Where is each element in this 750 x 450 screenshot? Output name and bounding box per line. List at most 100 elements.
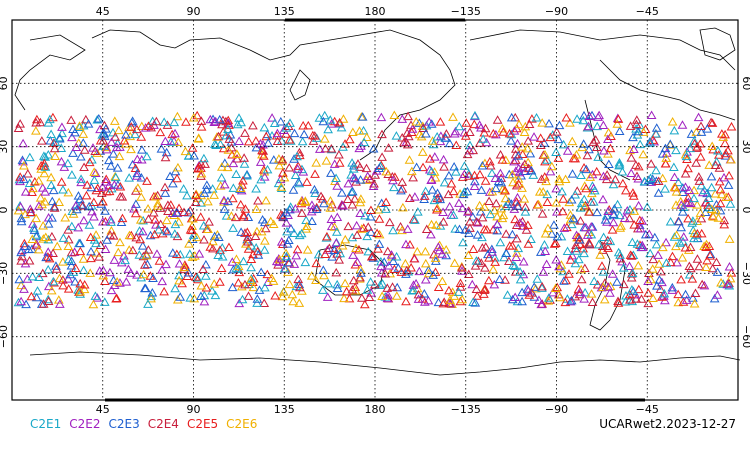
lat-tick-label: −60 — [0, 325, 10, 348]
observation-triangle — [461, 118, 472, 127]
observation-triangle — [199, 188, 210, 197]
observation-triangle — [496, 203, 507, 213]
observation-triangle — [172, 231, 183, 241]
observation-triangle — [31, 118, 41, 127]
observation-triangle — [651, 123, 662, 132]
lat-tick-label: 30 — [740, 140, 750, 154]
observation-triangle — [318, 265, 329, 274]
observation-triangle — [262, 269, 273, 279]
observation-triangle — [223, 124, 233, 134]
observation-triangle — [470, 261, 481, 270]
legend-item: C2E5 — [186, 417, 219, 431]
observation-triangle — [567, 169, 578, 178]
observation-triangle — [691, 158, 702, 167]
observation-triangle — [196, 281, 207, 290]
observation-triangle — [48, 248, 58, 258]
observation-triangle — [259, 245, 270, 254]
observation-triangle — [613, 114, 624, 123]
observation-triangle — [29, 225, 40, 234]
observation-triangle — [690, 288, 701, 297]
observation-triangle — [341, 286, 352, 296]
observation-triangle — [348, 250, 358, 259]
observation-triangle — [89, 197, 99, 206]
observation-triangle — [598, 282, 608, 292]
observation-triangle — [513, 163, 524, 173]
observation-triangle — [38, 234, 49, 243]
observation-triangle — [111, 142, 122, 152]
observation-triangle — [430, 173, 441, 182]
observation-triangle — [243, 232, 253, 241]
observation-triangle — [417, 121, 428, 130]
observation-triangle — [412, 246, 423, 256]
observation-triangle — [48, 276, 59, 286]
observation-triangle — [265, 216, 276, 226]
observation-triangle — [208, 236, 218, 246]
observation-triangle — [221, 211, 232, 220]
observation-triangle — [382, 246, 393, 256]
observation-triangle — [293, 274, 304, 284]
observation-triangle — [689, 136, 700, 145]
observation-triangle — [713, 213, 724, 222]
observation-triangle — [34, 201, 44, 210]
observation-triangle — [557, 186, 567, 196]
observation-triangle — [645, 138, 655, 147]
observation-triangle — [595, 250, 606, 259]
observation-triangle — [161, 259, 171, 269]
observation-triangle — [719, 219, 730, 229]
observation-triangle — [294, 147, 305, 157]
observation-triangle — [174, 270, 184, 280]
observation-triangle — [584, 111, 595, 120]
observation-triangle — [16, 280, 26, 290]
observation-triangle — [710, 160, 721, 169]
observation-triangle — [109, 255, 120, 264]
observation-triangle — [628, 144, 639, 154]
observation-triangle — [21, 299, 31, 309]
observation-triangle — [318, 285, 328, 294]
observation-triangle — [536, 299, 547, 309]
observation-triangle — [719, 172, 729, 182]
observation-triangle — [172, 294, 183, 304]
observation-triangle — [508, 260, 518, 270]
observation-triangle — [633, 174, 644, 183]
observation-triangle — [428, 270, 439, 279]
observation-triangle — [84, 157, 95, 167]
observation-triangle — [654, 275, 665, 284]
observation-triangle — [410, 192, 420, 201]
observation-triangle — [83, 119, 94, 128]
observation-triangle — [78, 254, 89, 263]
observation-triangle — [56, 156, 67, 166]
observation-triangle — [307, 216, 317, 225]
observation-triangle — [507, 169, 518, 179]
observation-triangle — [479, 128, 490, 137]
observation-triangle — [98, 135, 109, 145]
observation-triangle — [537, 118, 548, 127]
observation-triangle — [694, 176, 705, 185]
observation-triangle — [687, 274, 698, 283]
observation-triangle — [152, 190, 163, 200]
observation-triangle — [172, 173, 182, 183]
observation-triangle — [696, 121, 706, 130]
observation-triangle — [418, 123, 429, 132]
observation-triangle — [504, 128, 515, 138]
observation-triangle — [154, 256, 165, 265]
observation-triangle — [43, 296, 54, 306]
observation-triangle — [46, 129, 56, 138]
observation-triangle — [209, 117, 220, 126]
observation-triangle — [646, 110, 657, 120]
observation-triangle — [130, 163, 141, 173]
observation-triangle — [231, 169, 242, 178]
observation-triangle — [724, 262, 735, 271]
observation-triangle — [603, 134, 613, 144]
observation-triangle — [28, 183, 38, 193]
observation-triangle — [490, 257, 500, 266]
observation-triangle — [279, 263, 290, 273]
observation-triangle — [105, 161, 116, 170]
observation-triangle — [539, 239, 550, 249]
observation-triangle — [347, 127, 358, 136]
observation-triangle — [653, 250, 663, 259]
observation-triangle — [54, 299, 65, 308]
observation-triangle — [360, 210, 370, 220]
observation-triangle — [417, 147, 428, 156]
observation-triangle — [311, 158, 322, 167]
observation-triangle — [627, 285, 637, 294]
